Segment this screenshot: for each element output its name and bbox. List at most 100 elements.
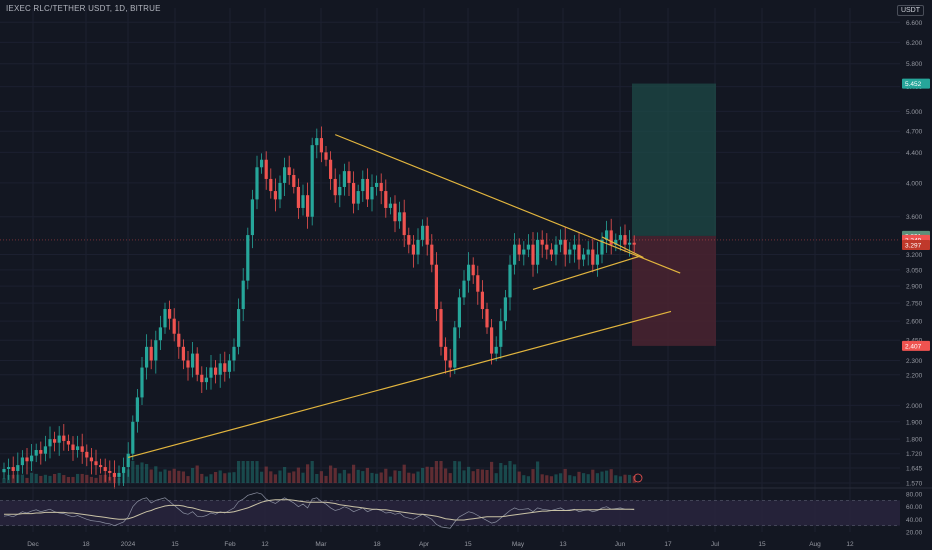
candle-body <box>499 321 503 347</box>
time-axis[interactable]: Dec 18 2024 15 Feb 12 Mar 18 Apr 15 May 13 Jun 17 Jul 1… <box>27 541 854 548</box>
candle-body <box>218 363 222 375</box>
time-tick-label: Aug <box>809 541 821 548</box>
volume-bar <box>600 471 604 483</box>
candle-body <box>223 363 227 372</box>
volume-bar <box>439 461 443 483</box>
volume-bar <box>71 476 75 483</box>
volume-bar <box>522 475 526 483</box>
candle-body <box>568 249 572 255</box>
stop-price-label-bg <box>902 340 930 351</box>
time-tick-label: 18 <box>373 541 381 548</box>
time-tick-label: 15 <box>171 541 179 548</box>
volume-bar <box>609 469 613 483</box>
volume-bar <box>444 468 448 483</box>
volume-bar <box>402 464 406 483</box>
volume-bar <box>20 474 24 483</box>
volume-bar <box>352 464 356 483</box>
time-tick-label: 18 <box>82 541 90 548</box>
candle-body <box>476 275 480 292</box>
target-price-label-bg <box>902 78 930 89</box>
candle-body <box>99 465 103 468</box>
price-tick-label: 6.200 <box>906 40 923 47</box>
candle-body <box>250 199 254 236</box>
volume-bar <box>223 473 227 483</box>
candle-body <box>16 465 20 471</box>
price-tick-label: 4.700 <box>906 129 923 136</box>
volume-bar <box>246 461 250 483</box>
volume-bar <box>283 467 287 483</box>
volume-bar <box>89 476 93 483</box>
candle-body <box>30 455 34 462</box>
candle-body <box>20 457 24 466</box>
volume-bar <box>310 461 314 483</box>
volume-bar <box>273 474 277 483</box>
candle-body <box>536 239 540 265</box>
candle-body <box>430 244 434 265</box>
time-tick-label: 15 <box>758 541 766 548</box>
volume-bar <box>34 473 38 483</box>
volume-bar <box>568 475 572 483</box>
candle-body <box>398 212 402 222</box>
currency-button[interactable]: USDT <box>896 5 924 16</box>
last-price-label-bg <box>902 239 930 250</box>
candle-body <box>462 280 466 298</box>
target-price-label: 5.452 <box>905 81 922 88</box>
volume-bar <box>416 471 420 483</box>
candle-body <box>278 182 282 200</box>
candle-body <box>306 195 310 217</box>
volume-bar <box>315 474 319 483</box>
candle-body <box>319 138 323 153</box>
candle-body <box>333 178 337 196</box>
candle-body <box>324 152 328 160</box>
volume-bar <box>393 470 397 483</box>
candle-body <box>177 333 181 347</box>
volume-bar <box>517 471 521 483</box>
candle-body <box>283 167 287 183</box>
volume-bar <box>379 472 383 483</box>
volume-bar <box>370 472 374 483</box>
lower-trendline <box>128 310 672 459</box>
candle-body <box>549 249 553 255</box>
volume-bar <box>158 471 162 483</box>
rsi-tick-label: 20.00 <box>906 530 923 537</box>
price-tick-label: 3.600 <box>906 214 923 221</box>
candle-body <box>273 191 277 200</box>
volume-bar <box>287 472 291 483</box>
candle-body <box>227 360 231 372</box>
candle-body <box>89 457 93 462</box>
volume-bar <box>503 465 507 483</box>
volume-bar <box>140 462 144 483</box>
candle-body <box>71 444 75 451</box>
candle-body <box>342 171 346 187</box>
candle-body <box>269 178 273 192</box>
volume-bar <box>25 477 29 483</box>
time-tick-label: Dec <box>27 541 39 548</box>
candle-body <box>618 235 622 240</box>
time-tick-label: Jul <box>711 541 720 548</box>
volume-bar <box>172 468 176 483</box>
candle-body <box>425 225 429 245</box>
candle-body <box>112 472 116 477</box>
volume-bar <box>554 474 558 483</box>
candles <box>2 126 636 489</box>
volume-bar <box>39 475 43 483</box>
candle-body <box>347 171 351 183</box>
candle-body <box>310 145 314 217</box>
time-tick-label: 15 <box>464 541 472 548</box>
rsi-band <box>0 500 900 526</box>
upper-trendline <box>334 134 681 274</box>
candle-body <box>338 186 342 196</box>
volume-bar <box>149 469 153 483</box>
volume-bar <box>94 477 98 483</box>
volume-bar <box>241 461 245 483</box>
volume-bar <box>425 466 429 483</box>
volume-bar <box>361 471 365 483</box>
time-tick-label: 12 <box>846 541 854 548</box>
volume-bar <box>227 472 231 483</box>
time-tick-label: 2024 <box>121 541 136 548</box>
rsi-tick-label: 40.00 <box>906 517 923 524</box>
candle-body <box>591 249 595 265</box>
candle-body <box>135 397 139 422</box>
volume-bar <box>614 475 618 483</box>
